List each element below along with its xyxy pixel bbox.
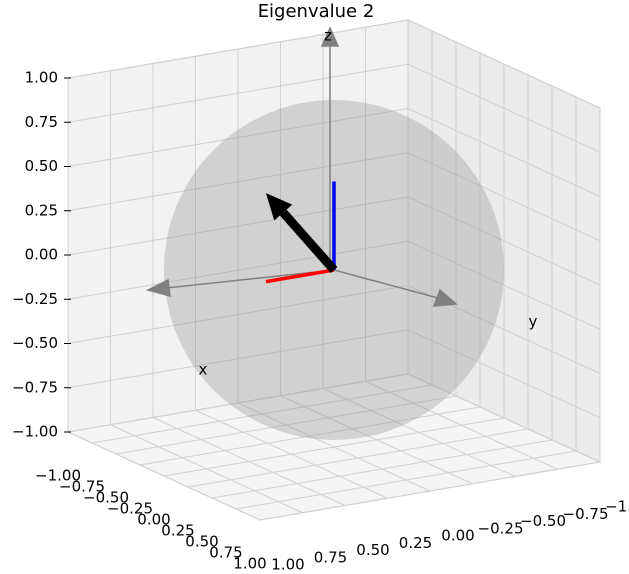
tick-label: 0.50 [356, 541, 389, 559]
tick-label: 0.50 [25, 157, 58, 175]
tick-label: 0.25 [25, 201, 58, 219]
z-axis-label: z [324, 27, 332, 45]
grid-line [407, 19, 601, 109]
tick-label: −0.75 [12, 378, 58, 396]
tick-label: 1.00 [25, 69, 58, 87]
tick-label: −0.75 [59, 478, 105, 496]
tick-label: 0.00 [441, 527, 474, 545]
arrow-head [432, 288, 458, 307]
arrow-head [145, 278, 171, 298]
tick-label: 0.00 [25, 246, 58, 264]
tick-label: −0.25 [478, 519, 524, 537]
grid-line [110, 424, 303, 514]
grid-line [152, 417, 346, 506]
tick-label: −0.50 [83, 489, 129, 507]
grid-line [237, 402, 431, 492]
grid-line [67, 19, 409, 79]
grid-line [67, 285, 409, 344]
tick-label: 0.75 [25, 113, 58, 131]
overlay: x y z −1.00−0.75−0.50−0.250.000.250.500.… [12, 1, 629, 574]
vector-head [266, 193, 293, 221]
grid-line [67, 152, 409, 212]
tick-label: −0.75 [563, 505, 609, 523]
grid-line [407, 108, 601, 197]
axis-arrow [165, 269, 335, 289]
grid-line [67, 240, 409, 300]
tick-label: 0.75 [314, 548, 347, 566]
chart-title: Eigenvalue 2 [258, 1, 375, 22]
grid-line [67, 329, 409, 389]
grid-line [67, 431, 261, 521]
grid-line [407, 329, 601, 419]
tick-label: −1.00 [605, 498, 629, 516]
grid-line [407, 152, 601, 242]
vector [279, 209, 338, 273]
vector [265, 268, 335, 284]
y-axis-label: y [529, 313, 538, 331]
tick-label: −0.50 [520, 512, 566, 530]
tick-label: −0.50 [12, 334, 58, 352]
grid-line [67, 63, 409, 123]
grid-line [365, 380, 558, 470]
tick-label: −0.25 [107, 500, 153, 518]
tick-label: 1.00 [271, 556, 304, 574]
grid-line [407, 196, 601, 286]
tick-label: −1.00 [35, 467, 81, 485]
grid-line [67, 373, 409, 433]
tick-label: 1.00 [233, 555, 266, 573]
grid-line [407, 240, 601, 330]
grid-line [407, 63, 601, 153]
axis-arrow [333, 269, 439, 299]
grid-line [67, 196, 409, 256]
grid-line [407, 373, 601, 463]
tick-label: 0.50 [185, 533, 218, 551]
grid-line [195, 409, 388, 499]
tick-label: −0.25 [12, 290, 58, 308]
arrow-head [320, 26, 340, 47]
grid-line [280, 395, 473, 485]
grid-line [322, 388, 516, 477]
reference-axes [145, 26, 458, 307]
tick-label: 0.25 [161, 522, 194, 540]
grid-line [67, 108, 409, 167]
tick-label: 0.25 [399, 534, 432, 552]
tick-label: −1.00 [12, 423, 58, 441]
tick-label: 0.75 [209, 544, 242, 562]
tick-label: 0.00 [137, 511, 170, 529]
x-axis-label: x [199, 361, 208, 379]
